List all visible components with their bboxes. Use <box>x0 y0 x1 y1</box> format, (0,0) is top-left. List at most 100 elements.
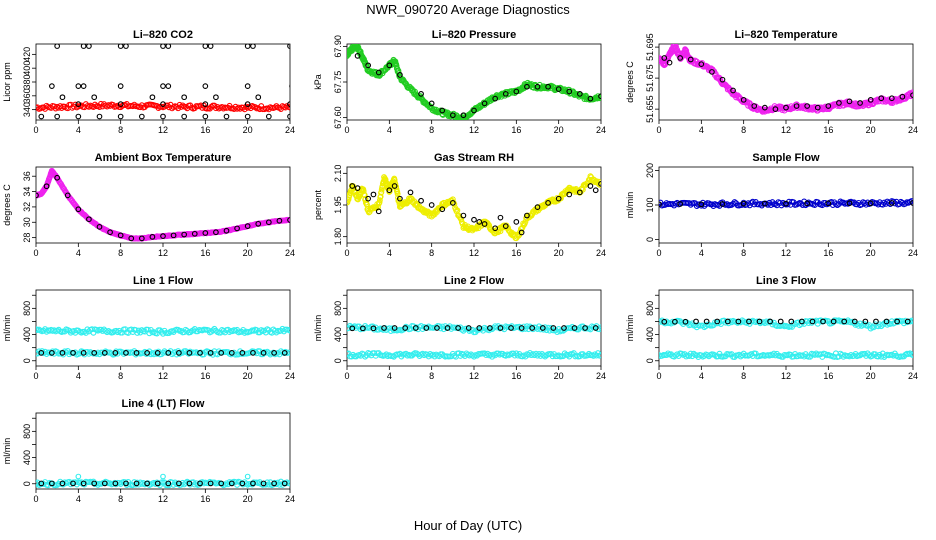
data-point <box>904 318 911 325</box>
series-5 <box>59 94 290 107</box>
data-point <box>534 83 541 90</box>
y-axis-label: degrees C <box>2 184 12 226</box>
data-point <box>783 104 789 111</box>
data-point <box>522 218 529 225</box>
data-point <box>287 217 290 223</box>
data-point <box>690 350 697 357</box>
x-tick-label: 20 <box>866 125 876 135</box>
data-point <box>851 318 858 325</box>
data-point <box>740 200 747 207</box>
data-point <box>202 101 209 107</box>
data-point <box>38 113 45 120</box>
data-point <box>455 325 461 331</box>
data-point <box>123 480 129 487</box>
data-point <box>250 480 256 487</box>
y-tick-label: 800 <box>645 301 655 316</box>
data-point <box>197 350 203 356</box>
data-point <box>730 87 736 94</box>
data-point <box>555 86 562 92</box>
data-point <box>444 325 451 331</box>
data-point <box>186 480 193 487</box>
x-tick-label: 24 <box>285 371 295 381</box>
data-point <box>70 350 76 356</box>
data-point <box>213 229 219 236</box>
data-point <box>287 480 290 487</box>
data-point <box>590 352 597 359</box>
data-point <box>719 76 726 83</box>
data-point <box>260 350 267 356</box>
chart-panel-2: Li–820 Pressure 0 4 8 12 16 20 24 67.60 67.75 67.9… <box>313 29 606 135</box>
data-point <box>160 44 166 49</box>
data-point <box>471 353 477 360</box>
x-tick-label: 8 <box>118 371 123 381</box>
data-point <box>724 318 731 325</box>
data-point <box>165 350 172 356</box>
data-point <box>449 200 456 206</box>
x-tick-label: 0 <box>344 125 349 135</box>
x-tick-label: 4 <box>76 494 81 504</box>
y-tick-label: 100 <box>645 197 655 212</box>
data-point <box>427 350 434 357</box>
data-point <box>788 318 795 325</box>
data-point <box>255 220 262 227</box>
data-point <box>731 199 738 206</box>
x-tick-label: 12 <box>781 371 791 381</box>
y-tick-label: 800 <box>22 301 32 316</box>
series-3 <box>661 318 911 325</box>
data-point <box>799 318 805 325</box>
data-point <box>497 325 504 331</box>
data-point <box>38 480 45 487</box>
x-tick-label: 12 <box>469 248 479 258</box>
series-1 <box>36 167 290 242</box>
data-point <box>360 325 366 332</box>
data-point <box>534 204 541 210</box>
x-tick-label: 24 <box>596 248 606 258</box>
data-point <box>663 318 670 325</box>
chart-panel-5: Gas Stream RH 0 4 8 12 16 20 24 1.80 1.95 2.10 perc… <box>313 152 606 258</box>
data-point <box>133 350 140 356</box>
data-point <box>160 101 166 107</box>
y-tick-label: 800 <box>22 424 32 439</box>
data-point <box>176 350 182 356</box>
y-axis-label: ml/min <box>2 315 12 342</box>
data-point <box>82 330 89 336</box>
data-point <box>587 173 594 180</box>
series-3 <box>38 113 290 120</box>
data-point <box>362 195 369 202</box>
data-point <box>460 112 467 119</box>
data-point <box>428 100 435 107</box>
data-point <box>693 318 699 325</box>
data-point <box>386 62 393 69</box>
data-point <box>888 200 895 206</box>
series-2 <box>349 181 601 236</box>
x-tick-label: 20 <box>554 371 564 381</box>
y-tick-label: 0 <box>22 358 32 363</box>
series-3 <box>38 350 288 356</box>
series-1 <box>347 322 601 336</box>
data-point <box>372 204 379 211</box>
data-point <box>508 325 514 331</box>
x-tick-label: 12 <box>781 125 791 135</box>
data-point <box>746 318 752 325</box>
data-point <box>54 44 61 49</box>
data-point <box>186 350 193 356</box>
data-point <box>250 44 256 49</box>
data-point <box>703 318 710 325</box>
series-3 <box>349 325 599 332</box>
x-tick-label: 24 <box>285 494 295 504</box>
data-point <box>502 223 509 229</box>
chart-panel-4: Ambient Box Temperature 0 4 8 12 16 20 24 28 30 32… <box>2 152 295 258</box>
y-tick-label: 420 <box>22 47 32 62</box>
data-point <box>555 195 562 202</box>
data-point <box>598 93 601 100</box>
data-point <box>497 214 504 221</box>
chart-panel-7: Line 1 Flow 0 4 8 12 16 20 24 0 400 800 ml/min <box>2 275 295 381</box>
data-point <box>228 480 235 487</box>
y-tick-label: 28 <box>22 233 32 243</box>
series-1 <box>659 198 913 209</box>
data-point <box>202 83 209 89</box>
data-point <box>841 318 848 325</box>
data-point <box>804 103 811 109</box>
data-point <box>566 88 573 95</box>
data-point <box>809 318 816 325</box>
